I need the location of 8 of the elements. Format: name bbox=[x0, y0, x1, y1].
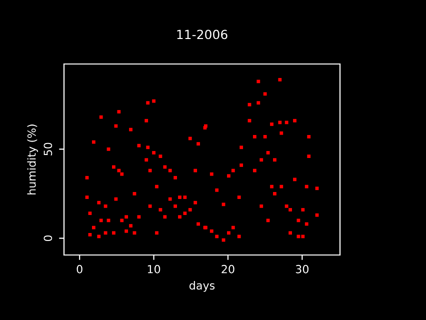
y-axis-title: humidity (%) bbox=[27, 124, 38, 194]
x-tick-label: 10 bbox=[148, 264, 160, 274]
x-tick-label: 30 bbox=[296, 264, 308, 274]
x-tick-label: 0 bbox=[76, 264, 82, 274]
y-tick-label: 50 bbox=[44, 142, 52, 156]
chart-title: 11-2006 bbox=[177, 30, 228, 40]
x-tick-label: 20 bbox=[222, 264, 234, 274]
x-axis-title: days bbox=[190, 281, 215, 292]
